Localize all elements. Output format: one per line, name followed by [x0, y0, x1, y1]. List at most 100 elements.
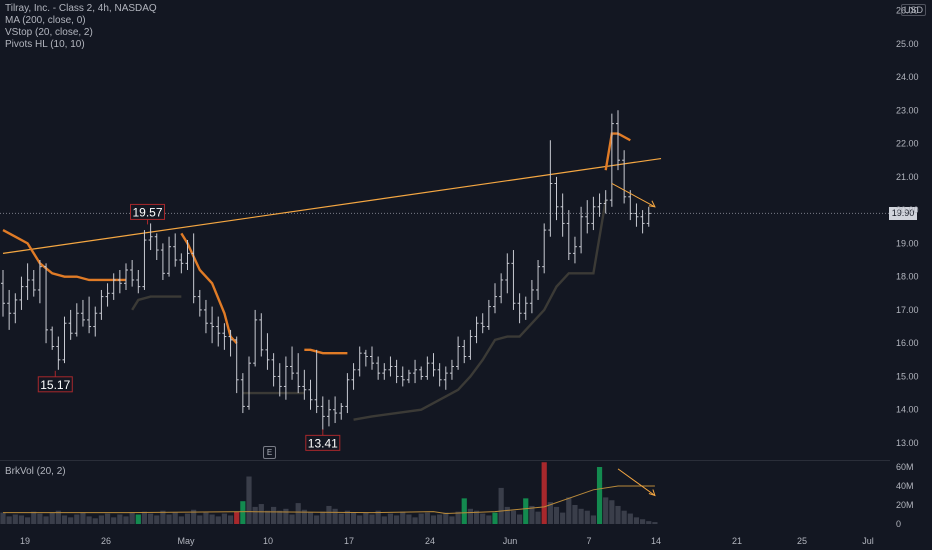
volume-bar [387, 513, 394, 524]
volume-bar [49, 512, 55, 524]
volume-bar [43, 516, 49, 524]
volume-bar [215, 516, 221, 524]
legend-vstop[interactable]: VStop (20, close, 2) [5, 27, 93, 38]
volume-bar [504, 506, 510, 524]
volume-bar [264, 510, 271, 524]
volume-bar [560, 512, 566, 524]
volume-bar [307, 512, 314, 524]
volume-bar [529, 505, 535, 524]
time-tick-label: 21 [732, 536, 742, 546]
legend-title: Tilray, Inc. - Class 2, 4h, NASDAQ [5, 3, 157, 14]
pivot-box [130, 203, 166, 220]
volume-bar [12, 514, 18, 524]
volume-bar [357, 515, 363, 524]
volume-bar [455, 511, 461, 524]
volume-bar [535, 511, 541, 524]
volume-bar [197, 515, 203, 524]
volume-bar [578, 508, 584, 524]
price-tick-label: 17.00 [896, 305, 919, 315]
price-tick-label: 14.00 [896, 405, 919, 415]
volume-bar [394, 515, 400, 524]
volume-bar [547, 502, 553, 524]
price-tick-label: 25.00 [896, 39, 919, 49]
volume-bar [314, 515, 320, 524]
volume-tick-label: 0 [896, 519, 901, 529]
time-tick-label: 14 [651, 536, 661, 546]
price-tick-label: 26.00 [896, 5, 919, 15]
price-arrow-line [611, 183, 656, 208]
volume-bar [584, 510, 590, 524]
legend-brkvol[interactable]: BrkVol (20, 2) [5, 466, 66, 477]
volume-bar [92, 518, 98, 524]
time-tick-label: Jun [503, 536, 518, 546]
volume-bar [473, 510, 480, 524]
price-arrow-head [648, 200, 656, 208]
volume-bar [640, 519, 646, 524]
volume-bar [609, 500, 615, 524]
time-tick-label: 7 [586, 536, 591, 546]
price-tick-label: 16.00 [896, 338, 919, 348]
volume-bar [510, 510, 517, 524]
volume-bar [203, 512, 209, 524]
time-tick-label: 17 [344, 536, 354, 546]
volume-bar [523, 498, 529, 524]
volume-bar [31, 511, 37, 524]
volume-bar [129, 512, 135, 524]
volume-bar [252, 506, 258, 524]
volume-bar [332, 508, 338, 524]
volume-bar [338, 513, 344, 524]
pivot-label: 19.57 [133, 205, 163, 219]
legend-ma[interactable]: MA (200, close, 0) [5, 15, 86, 26]
volume-bar [326, 505, 332, 524]
time-tick-label: 19 [20, 536, 30, 546]
volume-bar [37, 513, 43, 524]
volume-bar [184, 513, 191, 524]
volume-bar [566, 497, 572, 524]
volume-bar [621, 510, 627, 524]
legend-pivots[interactable]: Pivots HL (10, 10) [5, 39, 85, 50]
volume-bar [135, 514, 141, 524]
volume-tick-label: 60M [896, 462, 914, 472]
pane-separator[interactable] [0, 460, 890, 461]
volume-bar [424, 512, 430, 524]
volume-bar [227, 515, 234, 524]
volume-bar [646, 521, 652, 524]
volume-bar [596, 467, 603, 524]
volume-bar [240, 501, 246, 524]
volume-bar [492, 512, 498, 524]
price-tick-label: 22.00 [896, 139, 919, 149]
volume-tick-label: 20M [896, 500, 914, 510]
volume-bar [123, 516, 129, 524]
volume-arrow-line [617, 468, 656, 496]
volume-bar [111, 517, 117, 524]
price-tick-label: 20.00 [896, 205, 919, 215]
volume-tick-label: 40M [896, 481, 914, 491]
price-tick-label: 15.00 [896, 371, 919, 381]
volume-bar [615, 505, 621, 524]
pivot-box [305, 434, 341, 451]
volume-bar [178, 516, 184, 524]
price-tick-label: 21.00 [896, 172, 919, 182]
volume-bar [258, 504, 264, 524]
volume-bar [55, 510, 61, 524]
volume-bar [246, 476, 252, 524]
volume-bar [172, 512, 178, 524]
volume-bar [25, 517, 31, 524]
currency-button[interactable]: USD [901, 4, 927, 16]
pivot-box [37, 376, 73, 393]
volume-bar [0, 512, 6, 524]
volume-bar [160, 510, 166, 524]
volume-bar [412, 517, 418, 524]
volume-bar [283, 508, 289, 524]
volume-bar [541, 462, 547, 524]
earnings-marker[interactable]: E [263, 446, 276, 459]
vstop-line [604, 132, 631, 171]
time-tick-label: 25 [797, 536, 807, 546]
volume-bar [98, 515, 104, 524]
volume-bar [234, 511, 240, 524]
price-tick-label: 13.00 [896, 438, 919, 448]
volume-ma-line [3, 485, 655, 515]
volume-bar [553, 506, 560, 524]
time-tick-label: May [177, 536, 195, 546]
